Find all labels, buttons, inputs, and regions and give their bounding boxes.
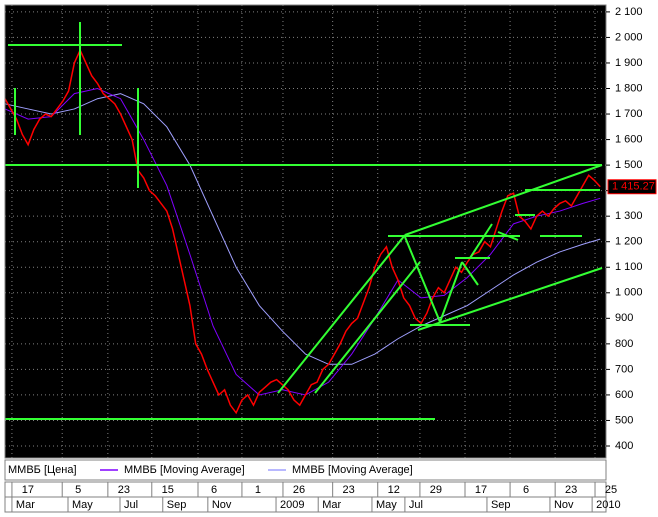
y-tick-label: 1 000	[615, 287, 643, 299]
period-label: Sep	[491, 499, 511, 511]
period-label: Mar	[322, 499, 341, 511]
x-tick-label: 1	[255, 484, 261, 496]
series-line	[4, 93, 601, 365]
y-tick-label: 1 700	[615, 108, 643, 120]
period-label: May	[376, 499, 397, 511]
y-tick-label: 900	[615, 312, 633, 324]
x-tick-label: 25	[605, 484, 617, 496]
y-tick-label: 1 900	[615, 57, 643, 69]
y-tick-label: 1 100	[615, 261, 643, 273]
period-label: Sep	[167, 499, 187, 511]
plot-area	[5, 5, 606, 458]
y-tick-label: 1 800	[615, 82, 643, 94]
period-label: May	[72, 499, 93, 511]
x-tick-label: 26	[293, 484, 305, 496]
trend-line	[497, 231, 519, 241]
x-tick-label: 23	[343, 484, 355, 496]
x-tick-label: 5	[75, 484, 81, 496]
trend-lines	[5, 22, 603, 420]
y-tick-label: 400	[615, 440, 633, 452]
x-tick-label: 6	[523, 484, 529, 496]
last-price-box	[607, 179, 657, 195]
y-tick-label: 600	[615, 389, 633, 401]
x-tick-label: 12	[388, 484, 400, 496]
trend-line	[314, 261, 421, 394]
y-tick-label: 500	[615, 414, 633, 426]
trend-line	[469, 223, 493, 259]
x-tick-label: 6	[211, 484, 217, 496]
x-tick-label: 23	[118, 484, 130, 496]
trend-line	[417, 267, 603, 331]
trend-line	[439, 261, 463, 323]
y-tick-label: 1 600	[615, 133, 643, 145]
period-label: Jul	[124, 499, 138, 511]
y-tick-label: 2 100	[615, 6, 643, 18]
trend-line	[404, 164, 603, 236]
y-tick-label: 700	[615, 363, 633, 375]
y-tick-label: 2 000	[615, 31, 643, 43]
period-label: 2010	[596, 499, 620, 511]
period-label: 2009	[280, 499, 304, 511]
legend-label: ММВБ [Moving Average]	[124, 464, 245, 476]
x-tick-label: 17	[22, 484, 34, 496]
grid	[5, 5, 606, 458]
y-tick-label: 1 300	[615, 210, 643, 222]
y-tick-label: 800	[615, 338, 633, 350]
period-label: Nov	[554, 499, 574, 511]
last-price-label: 1 415.27	[612, 181, 655, 193]
x-tick-label: 29	[430, 484, 442, 496]
trend-line	[277, 234, 406, 394]
y-tick-label: 1 500	[615, 159, 643, 171]
legend-label: ММВБ [Цена]	[8, 464, 77, 476]
period-label: Nov	[212, 499, 232, 511]
y-tick-label: 1 200	[615, 236, 643, 248]
trend-line	[461, 261, 479, 286]
series-layer	[4, 48, 601, 415]
plot-border	[4, 4, 607, 459]
legend-label: ММВБ [Moving Average]	[292, 464, 413, 476]
period-label: Mar	[16, 499, 35, 511]
legend-strip	[4, 459, 607, 481]
period-label: Jul	[409, 499, 423, 511]
x-tick-label: 23	[565, 484, 577, 496]
series-line	[4, 48, 601, 415]
trend-line	[404, 236, 441, 323]
x-tick-label: 15	[162, 484, 174, 496]
x-tick-label: 17	[475, 484, 487, 496]
